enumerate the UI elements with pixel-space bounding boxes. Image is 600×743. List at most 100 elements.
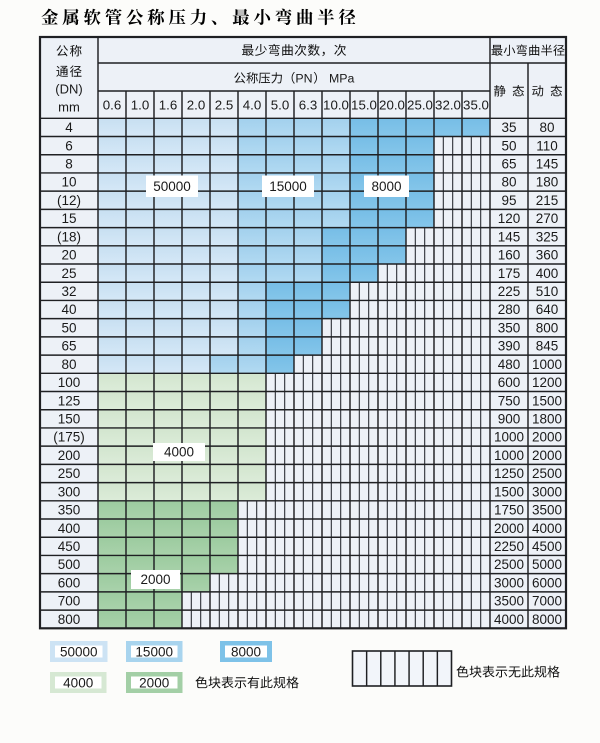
svg-text:15000: 15000 [269,179,307,194]
svg-text:25: 25 [61,266,76,281]
svg-text:4.0: 4.0 [243,98,262,113]
svg-text:350: 350 [58,503,81,518]
svg-text:(DN): (DN) [55,82,82,97]
svg-text:845: 845 [536,339,559,354]
svg-text:4000: 4000 [63,675,93,690]
svg-text:35.0: 35.0 [463,98,489,113]
svg-text:120: 120 [498,211,521,226]
svg-text:800: 800 [58,612,81,627]
svg-text:65: 65 [61,339,76,354]
svg-text:4000: 4000 [164,445,194,460]
svg-text:450: 450 [58,539,81,554]
svg-text:145: 145 [498,229,521,244]
svg-text:mm: mm [58,100,80,115]
svg-text:6000: 6000 [532,576,562,591]
svg-text:15.0: 15.0 [351,98,377,113]
svg-text:400: 400 [536,266,559,281]
svg-text:6: 6 [65,138,73,153]
svg-text:3500: 3500 [494,594,524,609]
svg-text:50: 50 [501,138,516,153]
svg-text:80: 80 [61,357,76,372]
svg-text:1.0: 1.0 [131,98,150,113]
svg-text:250: 250 [58,466,81,481]
svg-text:3000: 3000 [494,576,524,591]
svg-text:1000: 1000 [494,430,524,445]
svg-text:8: 8 [65,157,73,172]
svg-text:1500: 1500 [532,393,562,408]
svg-text:10.0: 10.0 [323,98,349,113]
svg-text:2000: 2000 [532,430,562,445]
svg-text:50000: 50000 [60,644,98,659]
svg-text:400: 400 [58,521,81,536]
svg-text:1200: 1200 [532,375,562,390]
svg-text:5000: 5000 [532,557,562,572]
svg-text:3500: 3500 [532,503,562,518]
svg-text:150: 150 [58,412,81,427]
svg-text:1800: 1800 [532,412,562,427]
svg-text:35: 35 [501,120,516,135]
svg-text:1750: 1750 [494,503,524,518]
svg-text:95: 95 [501,193,516,208]
svg-text:(12): (12) [57,193,81,208]
svg-text:40: 40 [61,302,76,317]
svg-text:2000: 2000 [494,521,524,536]
svg-text:15: 15 [61,211,76,226]
svg-text:65: 65 [501,157,516,172]
svg-text:8000: 8000 [532,612,562,627]
svg-text:2000: 2000 [532,448,562,463]
svg-text:2000: 2000 [140,572,170,587]
svg-text:(175): (175) [53,430,85,445]
svg-text:600: 600 [58,576,81,591]
svg-text:325: 325 [536,229,559,244]
svg-text:750: 750 [498,393,521,408]
svg-text:500: 500 [58,557,81,572]
svg-text:MPa: MPa [329,72,355,86]
svg-text:PN: PN [295,72,312,86]
svg-text:110: 110 [536,138,558,153]
svg-text:4500: 4500 [532,539,562,554]
svg-text:225: 225 [498,284,521,299]
svg-text:2250: 2250 [494,539,524,554]
svg-text:640: 640 [536,302,559,317]
svg-text:1500: 1500 [494,484,524,499]
svg-text:50: 50 [61,321,76,336]
svg-text:1000: 1000 [494,448,524,463]
svg-text:20.0: 20.0 [379,98,405,113]
svg-text:4000: 4000 [494,612,524,627]
svg-text:300: 300 [58,484,81,499]
svg-text:510: 510 [536,284,559,299]
svg-text:1250: 1250 [494,466,524,481]
svg-text:1.6: 1.6 [159,98,178,113]
svg-text:4: 4 [65,120,73,135]
svg-text:(18): (18) [57,229,81,244]
svg-text:1000: 1000 [532,357,562,372]
svg-text:480: 480 [498,357,521,372]
svg-text:8000: 8000 [231,644,261,659]
svg-text:2.5: 2.5 [215,98,234,113]
svg-text:900: 900 [498,412,521,427]
svg-text:2500: 2500 [532,466,562,481]
svg-text:25.0: 25.0 [407,98,433,113]
svg-text:100: 100 [58,375,81,390]
svg-text:600: 600 [498,375,521,390]
svg-text:800: 800 [536,321,559,336]
svg-text:8000: 8000 [371,179,401,194]
svg-text:80: 80 [539,120,554,135]
svg-text:360: 360 [536,248,559,263]
svg-text:15000: 15000 [135,644,173,659]
svg-text:350: 350 [498,321,521,336]
svg-text:175: 175 [498,266,521,281]
svg-text:7000: 7000 [532,594,562,609]
svg-text:10: 10 [61,175,76,190]
svg-text:80: 80 [501,175,516,190]
svg-text:6.3: 6.3 [299,98,318,113]
svg-text:160: 160 [498,248,521,263]
svg-text:390: 390 [498,339,521,354]
svg-text:700: 700 [58,594,81,609]
svg-text:125: 125 [58,393,81,408]
svg-text:2.0: 2.0 [187,98,206,113]
svg-text:280: 280 [498,302,521,317]
svg-text:2500: 2500 [494,557,524,572]
svg-text:32.0: 32.0 [435,98,461,113]
svg-text:5.0: 5.0 [271,98,290,113]
